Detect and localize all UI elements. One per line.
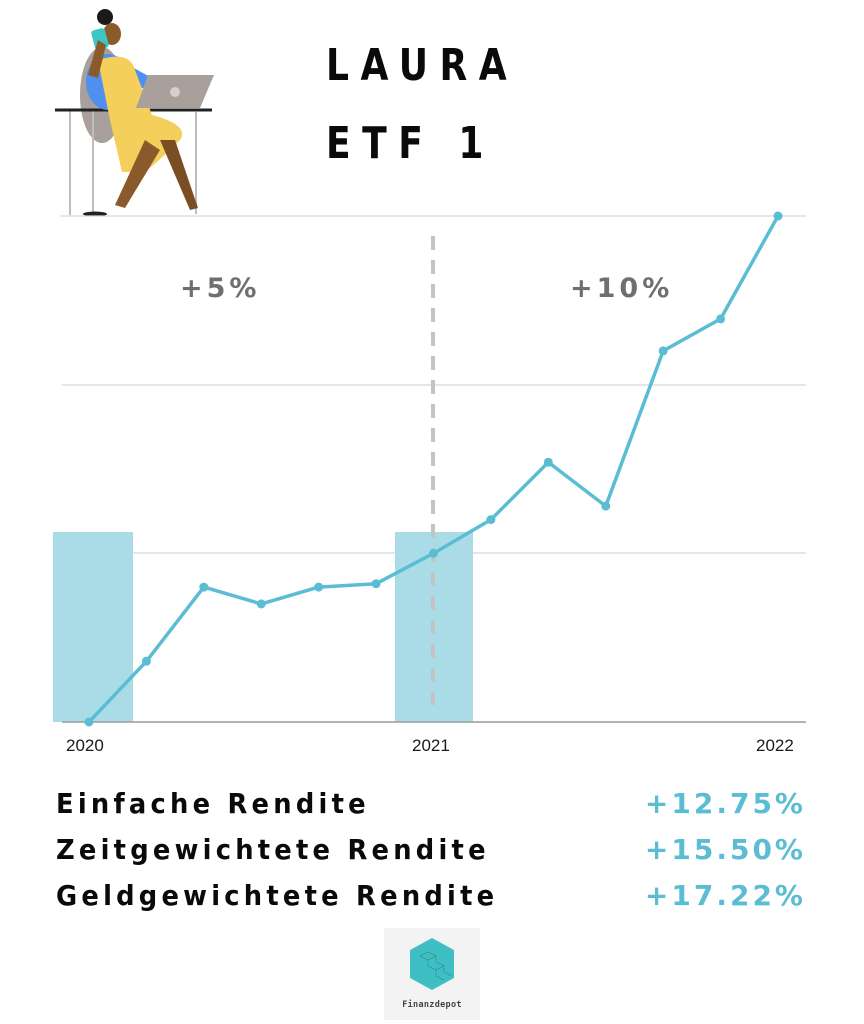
data-point — [141, 656, 151, 666]
page-title-line2: ETF 1 — [326, 118, 495, 169]
logo-text: Finanzdepot — [402, 1000, 462, 1010]
metric-value-einfache: +12.75% — [644, 787, 806, 820]
data-point — [429, 548, 438, 558]
contribution-bar-2020 — [53, 532, 133, 722]
metric-label-einfache: Einfache Rendite — [56, 787, 370, 820]
data-point — [84, 717, 94, 727]
isometric-stairs-cube-icon — [410, 938, 454, 990]
line-chart — [53, 211, 806, 727]
data-point — [371, 579, 381, 589]
annotation-period2: +10% — [570, 273, 674, 304]
data-point — [658, 346, 668, 356]
data-point — [601, 501, 611, 511]
metric-value-geldgewichtete: +17.22% — [644, 879, 806, 912]
x-tick-2022: 2022 — [756, 736, 794, 755]
data-point — [486, 515, 496, 525]
annotation-period1: +5% — [180, 273, 261, 304]
data-point — [199, 582, 209, 592]
data-point — [314, 582, 324, 592]
data-point — [256, 599, 266, 609]
metric-label-zeitgewichtete: Zeitgewichtete Rendite — [56, 833, 490, 866]
data-point — [773, 211, 783, 221]
finanzdepot-logo: Finanzdepot — [384, 928, 480, 1020]
metric-value-zeitgewichtete: +15.50% — [644, 833, 806, 866]
series-line — [84, 211, 783, 727]
x-tick-2020: 2020 — [66, 736, 104, 755]
page-title-line1: LAURA — [326, 40, 519, 91]
metric-label-geldgewichtete: Geldgewichtete Rendite — [56, 879, 499, 912]
data-point — [543, 457, 553, 467]
data-point — [716, 314, 726, 324]
x-tick-2021: 2021 — [412, 736, 450, 755]
